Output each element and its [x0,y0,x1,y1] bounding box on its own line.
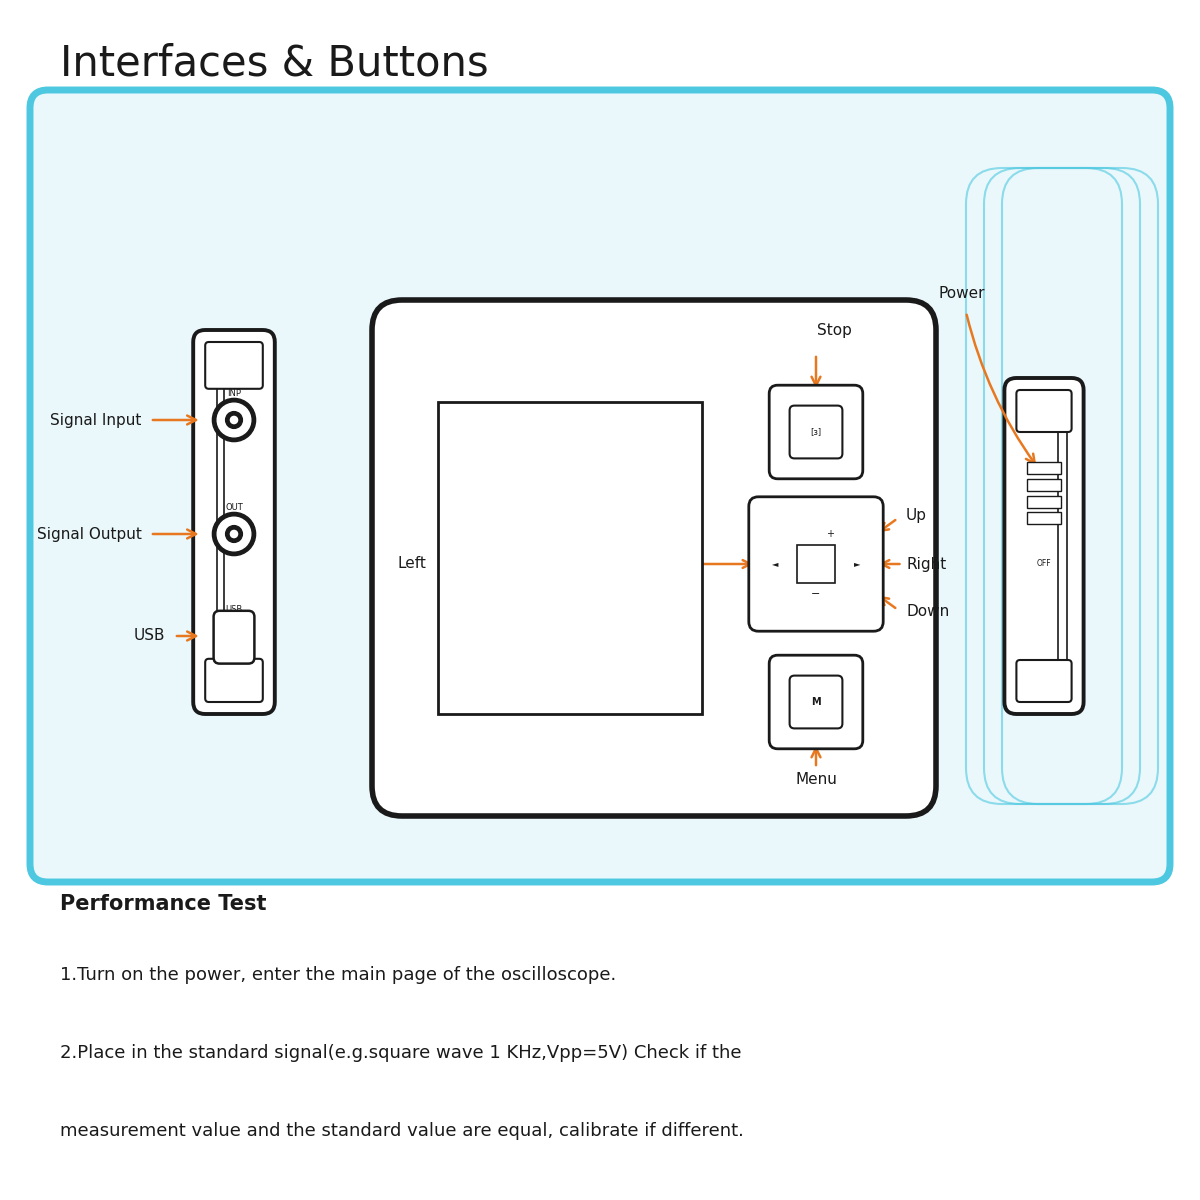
FancyBboxPatch shape [193,330,275,714]
FancyBboxPatch shape [30,90,1170,882]
Text: ◄: ◄ [772,559,779,569]
Circle shape [217,517,251,551]
Text: −: − [811,589,821,599]
FancyBboxPatch shape [205,342,263,389]
FancyBboxPatch shape [769,385,863,479]
Circle shape [226,412,242,428]
Bar [1027,512,1061,524]
FancyBboxPatch shape [769,655,863,749]
Text: USB: USB [226,605,242,614]
Text: Performance Test: Performance Test [60,894,266,914]
FancyBboxPatch shape [214,611,254,664]
FancyBboxPatch shape [1004,378,1084,714]
Text: Down: Down [906,605,949,619]
FancyBboxPatch shape [790,676,842,728]
Text: M: M [811,697,821,707]
Text: INP: INP [227,389,241,398]
Bar [797,545,835,583]
Text: Right: Right [906,557,947,571]
Text: 1.Turn on the power, enter the main page of the oscilloscope.: 1.Turn on the power, enter the main page… [60,966,617,984]
Text: Power: Power [938,287,985,301]
Bar [1027,479,1061,491]
Text: [з]: [з] [810,427,822,437]
Text: Signal Input: Signal Input [50,413,142,427]
Text: OUT: OUT [226,503,242,512]
Circle shape [217,403,251,437]
Text: USB: USB [134,629,166,643]
Text: Menu: Menu [796,773,836,787]
FancyBboxPatch shape [1016,390,1072,432]
Circle shape [230,530,238,538]
Bar [1027,462,1061,474]
Text: 2.Place in the standard signal(e.g.square wave 1 KHz,Vpp=5V) Check if the: 2.Place in the standard signal(e.g.squar… [60,1044,742,1062]
Text: +: + [827,529,834,539]
Text: measurement value and the standard value are equal, calibrate if different.: measurement value and the standard value… [60,1122,744,1140]
Text: Interfaces & Buttons: Interfaces & Buttons [60,42,488,84]
Text: OFF: OFF [1037,559,1051,569]
FancyBboxPatch shape [372,300,936,816]
Circle shape [212,512,256,556]
Text: Left: Left [397,557,426,571]
Text: Signal Output: Signal Output [37,527,142,541]
FancyBboxPatch shape [749,497,883,631]
FancyBboxPatch shape [205,659,263,702]
FancyBboxPatch shape [1016,660,1072,702]
Bar [1027,496,1061,508]
Circle shape [230,416,238,424]
Text: Stop: Stop [816,323,852,337]
FancyBboxPatch shape [790,406,842,458]
Circle shape [212,398,256,442]
Bar [438,402,702,714]
Text: ►: ► [853,559,860,569]
Text: Up: Up [906,509,928,523]
Circle shape [226,526,242,542]
